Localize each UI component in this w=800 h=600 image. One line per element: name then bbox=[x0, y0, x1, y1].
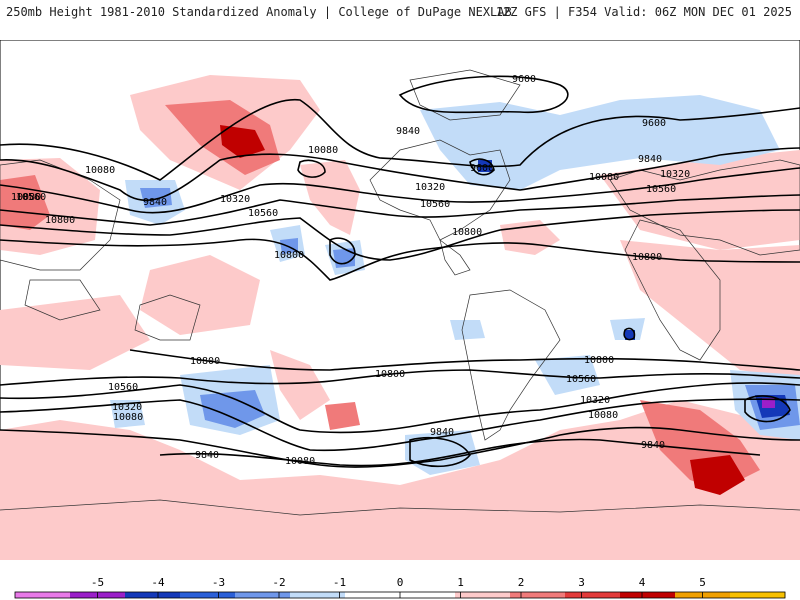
colorbar-segment bbox=[400, 592, 456, 598]
colorbar-tick-label: -5 bbox=[91, 576, 104, 589]
contour-label-10080: 10080 bbox=[285, 456, 315, 467]
contour-label-10320: 10320 bbox=[112, 402, 142, 413]
colorbar-tick-label: -1 bbox=[333, 576, 346, 589]
contour-label-9600: 9600 bbox=[512, 74, 536, 85]
contour-label-9600: 9600 bbox=[642, 118, 666, 129]
colorbar-segment bbox=[235, 592, 291, 598]
contour-label-9840: 9840 bbox=[641, 440, 665, 451]
contour-label-10080: 10080 bbox=[113, 412, 143, 423]
contour-label-9600: 9600 bbox=[470, 163, 494, 174]
contour-label-10800: 10800 bbox=[45, 215, 75, 226]
colorbar-segment bbox=[180, 592, 236, 598]
contour-labels: 9600 9600 9600 9840 9840 9840 9840 9840 … bbox=[11, 74, 690, 467]
colorbar-band bbox=[14, 591, 786, 599]
colorbar-tick-label: 0 bbox=[397, 576, 404, 589]
contour-label-10320: 10320 bbox=[415, 182, 445, 193]
coastlines bbox=[0, 69, 800, 516]
contour-label-10800: 10800 bbox=[452, 227, 482, 238]
colorbar-segment bbox=[455, 592, 511, 598]
map-title: 250mb Height 1981-2010 Standardized Anom… bbox=[6, 5, 512, 19]
contour-label-10800: 10800 bbox=[584, 355, 614, 366]
contour-label-10560: 10560 bbox=[16, 192, 46, 203]
contour-label-10560: 10560 bbox=[248, 208, 278, 219]
contour-label-10080: 10080 bbox=[11, 192, 41, 203]
contour-label-10320: 10320 bbox=[660, 169, 690, 180]
contour-label-10560: 10560 bbox=[108, 382, 138, 393]
negative-anomaly-extreme bbox=[762, 398, 775, 408]
height-contours bbox=[0, 75, 800, 468]
contour-label-10080: 10080 bbox=[85, 165, 115, 176]
colorbar-tick-label: -2 bbox=[272, 576, 285, 589]
contour-label-10320: 10320 bbox=[220, 194, 250, 205]
colorbar-legend: -5 -4 -3 -2 -1 0 1 2 3 4 5 bbox=[14, 576, 786, 599]
contour-label-10800: 10800 bbox=[375, 369, 405, 380]
contour-label-10080: 10080 bbox=[588, 410, 618, 421]
colorbar-segment bbox=[565, 592, 621, 598]
colorbar-tick-label: -4 bbox=[151, 576, 165, 589]
contour-label-9840: 9840 bbox=[195, 450, 219, 461]
colorbar-segment bbox=[15, 592, 71, 598]
contour-label-10800: 10800 bbox=[190, 356, 220, 367]
colorbar-tick-label: 1 bbox=[457, 576, 464, 589]
colorbar-tick-label: -3 bbox=[212, 576, 225, 589]
colorbar-tick-label: 2 bbox=[518, 576, 525, 589]
contour-label-9840: 9840 bbox=[430, 427, 454, 438]
contour-label-9840: 9840 bbox=[638, 154, 662, 165]
contour-label-10800: 10800 bbox=[632, 252, 662, 263]
colorbar-segment bbox=[125, 592, 181, 598]
colorbar-segment bbox=[345, 592, 401, 598]
anomaly-map: 9600 9600 9600 9840 9840 9840 9840 9840 … bbox=[0, 40, 800, 560]
colorbar-tick-label: 5 bbox=[699, 576, 706, 589]
colorbar-segment bbox=[510, 592, 566, 598]
colorbar-segment bbox=[730, 592, 786, 598]
contour-label-10080: 10080 bbox=[308, 145, 338, 156]
colorbar-segment bbox=[290, 592, 346, 598]
contour-label-10320: 10320 bbox=[580, 395, 610, 406]
colorbar-segment bbox=[620, 592, 676, 598]
contour-label-10560: 10560 bbox=[646, 184, 676, 195]
contour-label-10800: 10800 bbox=[274, 250, 304, 261]
colorbar-tick-label: 4 bbox=[639, 576, 646, 589]
colorbar-tick-label: 3 bbox=[578, 576, 585, 589]
model-run-info: 12Z GFS | F354 Valid: 06Z MON DEC 01 202… bbox=[495, 5, 792, 19]
contour-label-10560: 10560 bbox=[566, 374, 596, 385]
colorbar-tick-labels: -5 -4 -3 -2 -1 0 1 2 3 4 5 bbox=[91, 576, 706, 589]
contour-label-9840: 9840 bbox=[396, 126, 420, 137]
positive-anomaly-strong bbox=[220, 125, 745, 495]
contour-label-10560: 10560 bbox=[420, 199, 450, 210]
contour-label-10080: 10080 bbox=[589, 172, 619, 183]
contour-label-9840: 9840 bbox=[143, 197, 167, 208]
